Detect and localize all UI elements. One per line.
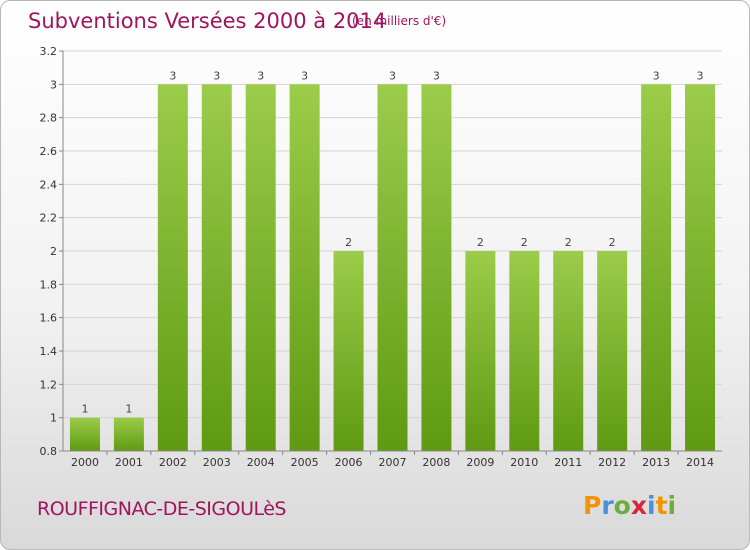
data-label: 2 bbox=[345, 236, 352, 249]
logo-letter: o bbox=[613, 491, 631, 520]
proxiti-logo: Proxiti bbox=[583, 491, 676, 520]
x-tick-label: 2000 bbox=[71, 456, 99, 469]
town-name: ROUFFIGNAC-DE-SIGOULèS bbox=[37, 498, 287, 520]
data-label: 1 bbox=[81, 403, 88, 416]
x-tick-label: 2007 bbox=[379, 456, 407, 469]
x-tick-label: 2008 bbox=[422, 456, 450, 469]
bar bbox=[377, 84, 408, 451]
bar bbox=[157, 84, 188, 451]
x-tick-label: 2002 bbox=[159, 456, 187, 469]
y-tick-label: 2.2 bbox=[40, 212, 58, 225]
y-tick-label: 3.2 bbox=[40, 45, 58, 58]
y-tick-label: 1.8 bbox=[40, 278, 58, 291]
bar bbox=[333, 251, 364, 451]
y-tick-label: 2.6 bbox=[40, 145, 58, 158]
logo-letter: r bbox=[601, 491, 614, 520]
bar bbox=[289, 84, 320, 451]
bar bbox=[685, 84, 716, 451]
data-label: 2 bbox=[521, 236, 528, 249]
x-tick-label: 2001 bbox=[115, 456, 143, 469]
unit-label: (en milliers d'€) bbox=[352, 14, 447, 28]
bar bbox=[597, 251, 628, 451]
data-label: 1 bbox=[125, 403, 132, 416]
x-tick-label: 2004 bbox=[247, 456, 275, 469]
bar bbox=[641, 84, 672, 451]
x-tick-label: 2014 bbox=[686, 456, 714, 469]
y-tick-label: 0.8 bbox=[40, 445, 58, 458]
bar bbox=[509, 251, 540, 451]
data-label: 3 bbox=[389, 69, 396, 82]
y-tick-label: 2.4 bbox=[40, 178, 58, 191]
data-label: 3 bbox=[301, 69, 308, 82]
bar bbox=[113, 417, 144, 451]
axes bbox=[59, 50, 722, 455]
y-tick-label: 1.6 bbox=[40, 312, 58, 325]
data-label: 3 bbox=[213, 69, 220, 82]
logo-letter: x bbox=[630, 491, 647, 520]
y-tick-label: 2.8 bbox=[40, 112, 58, 125]
bars bbox=[69, 84, 716, 451]
bar bbox=[201, 84, 232, 451]
chart-title: Subventions Versées 2000 à 2014 bbox=[28, 9, 387, 33]
bar bbox=[553, 251, 584, 451]
data-label: 3 bbox=[697, 69, 704, 82]
bar bbox=[69, 417, 100, 451]
x-tick-label: 2010 bbox=[510, 456, 538, 469]
x-tick-label: 2013 bbox=[642, 456, 670, 469]
bar bbox=[421, 84, 452, 451]
data-label: 3 bbox=[169, 69, 176, 82]
data-label: 2 bbox=[565, 236, 572, 249]
logo-letter: i bbox=[667, 491, 677, 520]
labels: 0.8 1 1.2 1.4 1.6 1.8 2 2.2 2.4 2.6 2.8 3 3.2 1 2000 1 2… bbox=[40, 45, 715, 469]
x-tick-label: 2003 bbox=[203, 456, 231, 469]
logo-letter: P bbox=[583, 491, 602, 520]
x-tick-label: 2009 bbox=[466, 456, 494, 469]
y-tick-label: 1.4 bbox=[40, 345, 58, 358]
logo-letter: t bbox=[655, 491, 668, 520]
logo-letter: i bbox=[647, 491, 656, 520]
x-tick-label: 2005 bbox=[291, 456, 319, 469]
y-tick-label: 2 bbox=[50, 245, 57, 258]
data-label: 2 bbox=[609, 236, 616, 249]
y-tick-label: 1.2 bbox=[40, 378, 58, 391]
data-label: 3 bbox=[653, 69, 660, 82]
data-label: 3 bbox=[257, 69, 264, 82]
bar bbox=[465, 251, 496, 451]
x-tick-label: 2006 bbox=[335, 456, 363, 469]
x-tick-label: 2011 bbox=[554, 456, 582, 469]
data-label: 2 bbox=[477, 236, 484, 249]
bar bbox=[245, 84, 276, 451]
y-tick-label: 1 bbox=[50, 412, 57, 425]
x-tick-label: 2012 bbox=[598, 456, 626, 469]
data-label: 3 bbox=[433, 69, 440, 82]
y-tick-label: 3 bbox=[50, 78, 57, 91]
